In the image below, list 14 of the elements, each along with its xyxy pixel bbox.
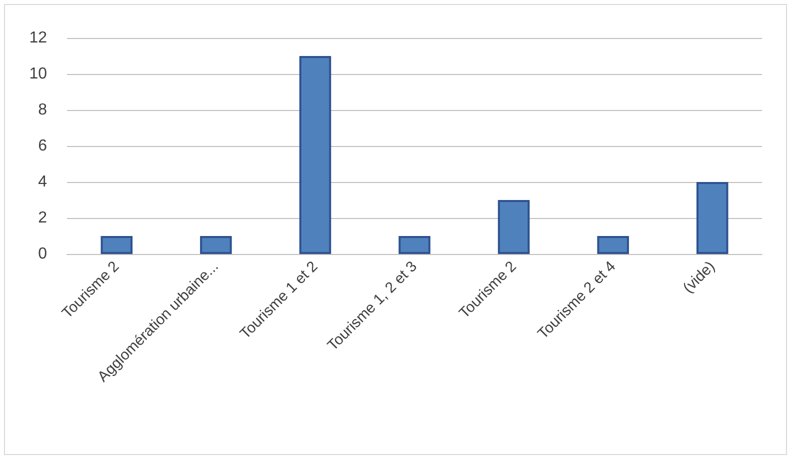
bar — [696, 182, 728, 254]
y-tick-label: 6 — [38, 138, 48, 154]
bar — [100, 236, 133, 254]
y-tick-label: 0 — [38, 246, 48, 262]
y-tick-label: 4 — [38, 174, 48, 190]
bar — [200, 236, 232, 254]
y-tick-label: 12 — [29, 30, 48, 46]
bar — [498, 200, 530, 254]
bar — [299, 56, 332, 254]
bar — [398, 236, 430, 254]
y-tick-label: 10 — [29, 66, 48, 82]
bar — [597, 236, 629, 254]
y-tick-label: 2 — [38, 210, 48, 226]
y-tick-label: 8 — [38, 102, 48, 118]
